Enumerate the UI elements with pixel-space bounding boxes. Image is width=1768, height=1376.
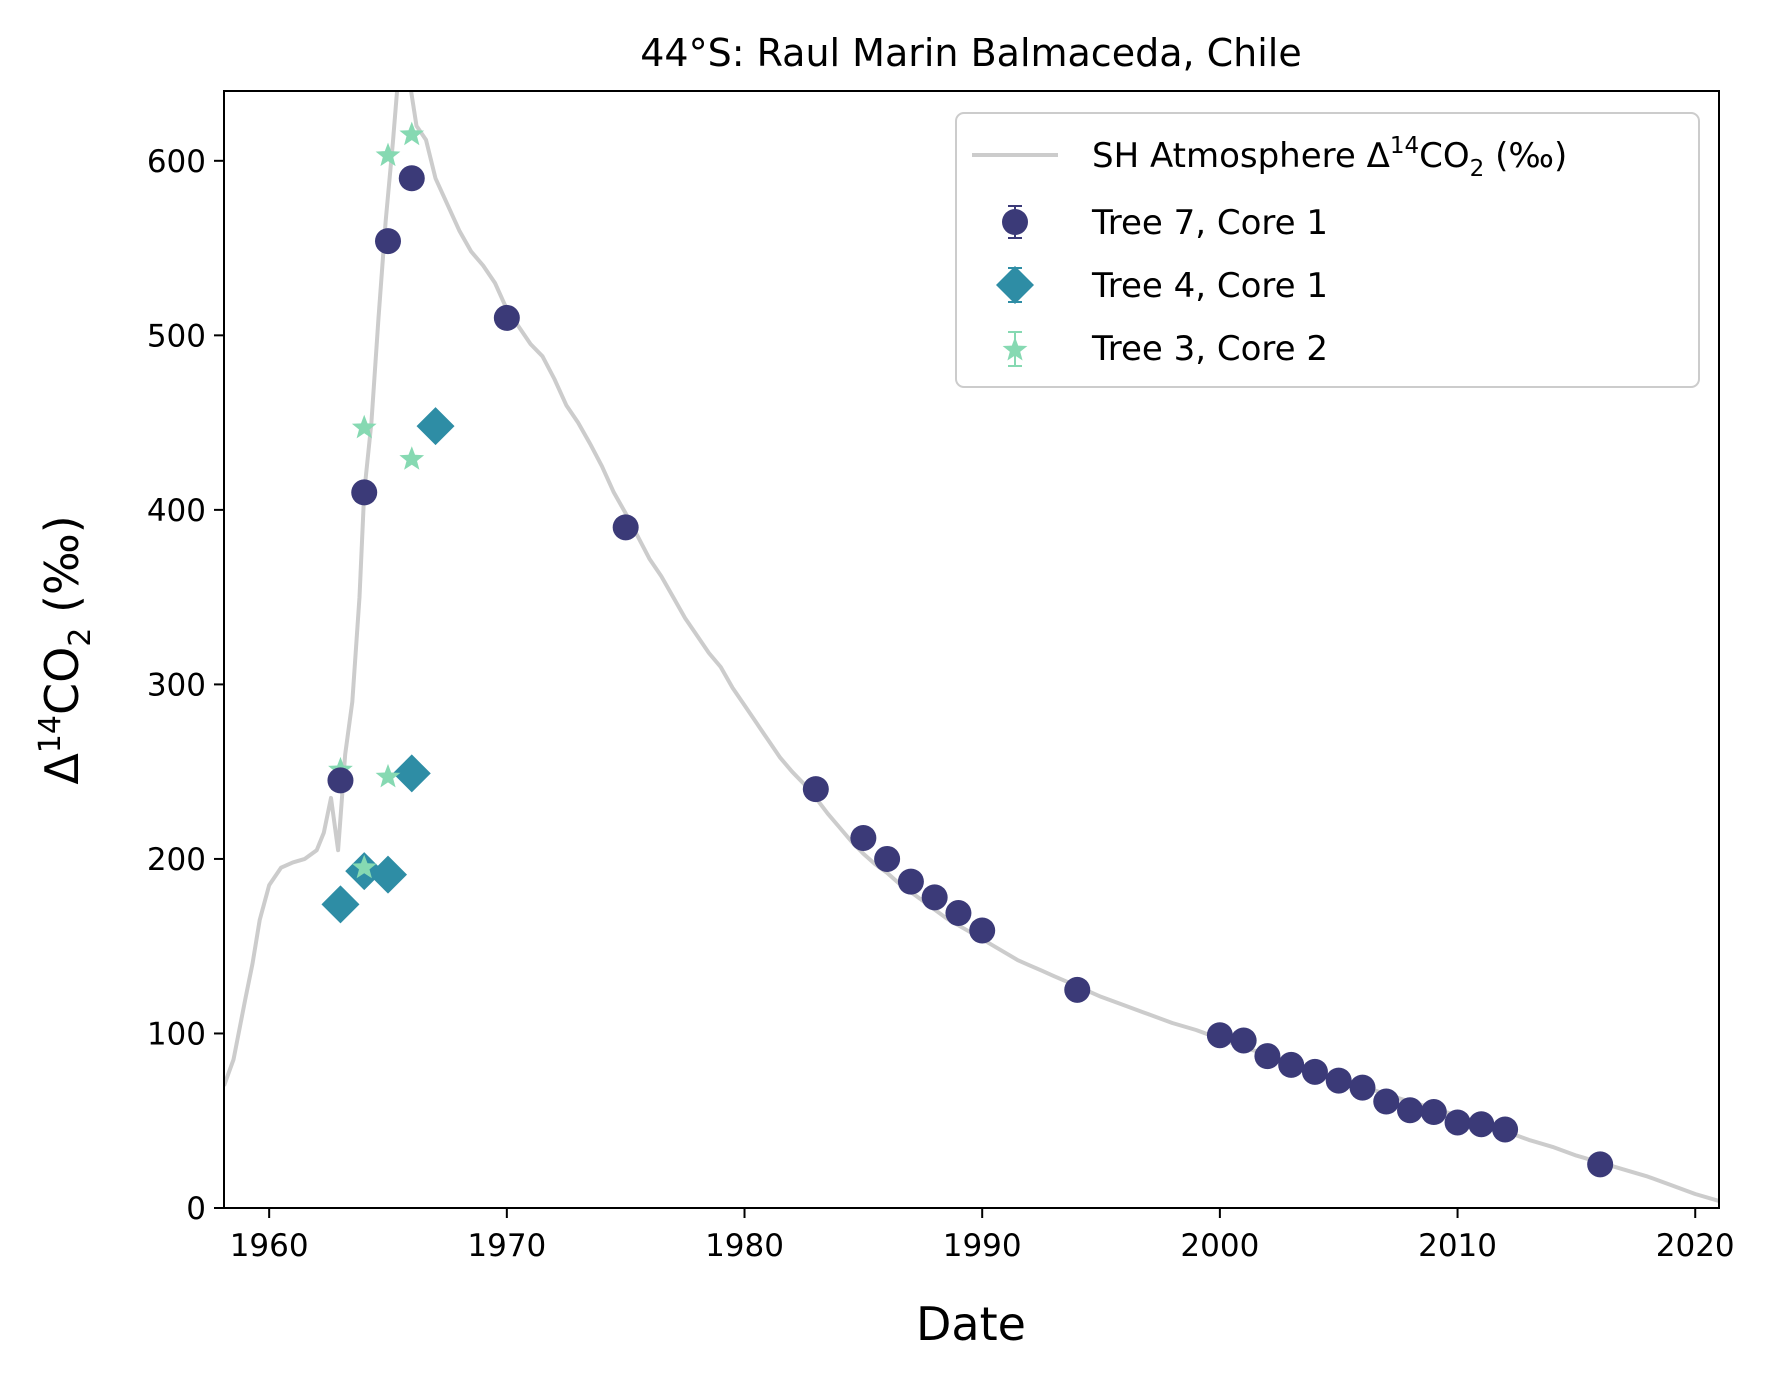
y-tick-label: 300 bbox=[147, 667, 206, 703]
data-points-group bbox=[321, 121, 1614, 1178]
point-circle bbox=[1420, 1099, 1447, 1126]
y-tick-label: 200 bbox=[147, 842, 206, 878]
point-circle bbox=[1230, 1027, 1257, 1054]
legend-tree4-label: Tree 4, Core 1 bbox=[1091, 266, 1328, 306]
point-star bbox=[399, 121, 425, 146]
legend-tree4-marker bbox=[996, 266, 1034, 304]
point-star bbox=[375, 142, 401, 167]
point-circle bbox=[897, 868, 924, 895]
x-axis: 1960 1970 1980 1990 2000 2010 2020 bbox=[230, 1208, 1735, 1264]
legend-tree3-label: Tree 3, Core 2 bbox=[1091, 329, 1328, 369]
legend-tree7-label: Tree 7, Core 1 bbox=[1091, 203, 1328, 243]
point-circle bbox=[351, 479, 378, 506]
point-circle bbox=[1349, 1074, 1376, 1101]
point-circle bbox=[1468, 1111, 1495, 1138]
x-tick-label: 1980 bbox=[705, 1228, 784, 1264]
x-axis-title: Date bbox=[916, 1297, 1026, 1351]
y-axis-title-sub: 2 bbox=[63, 628, 98, 647]
x-tick-label: 2000 bbox=[1180, 1228, 1259, 1264]
point-circle bbox=[327, 767, 354, 794]
point-circle bbox=[1301, 1058, 1328, 1085]
point-star bbox=[351, 414, 377, 439]
point-circle bbox=[493, 304, 520, 331]
y-tick-label: 600 bbox=[147, 144, 206, 180]
legend-tree3-marker bbox=[1002, 337, 1028, 361]
point-circle bbox=[1206, 1022, 1233, 1049]
point-circle bbox=[802, 776, 829, 803]
legend-tree3-swatch bbox=[1002, 331, 1028, 367]
legend-tree7-swatch bbox=[1002, 205, 1028, 239]
point-circle bbox=[874, 845, 901, 872]
point-diamond bbox=[321, 885, 360, 924]
legend-atmosphere-sub: 2 bbox=[1470, 156, 1485, 182]
point-star bbox=[375, 763, 401, 788]
x-tick-label: 2020 bbox=[1656, 1228, 1735, 1264]
point-circle bbox=[1492, 1116, 1519, 1143]
y-axis: 0 100 200 300 400 500 600 bbox=[147, 144, 224, 1227]
point-circle bbox=[374, 228, 401, 255]
point-circle bbox=[969, 917, 996, 944]
point-circle bbox=[1587, 1151, 1614, 1178]
point-circle bbox=[1325, 1067, 1352, 1094]
legend-tree4-swatch bbox=[996, 266, 1034, 304]
point-diamond bbox=[416, 407, 455, 446]
point-circle bbox=[612, 514, 639, 541]
legend-tree7-marker bbox=[1002, 209, 1028, 235]
point-circle bbox=[1064, 976, 1091, 1003]
legend-atmosphere-sup: 14 bbox=[1390, 133, 1419, 159]
point-circle bbox=[1397, 1097, 1424, 1124]
y-tick-label: 400 bbox=[147, 493, 206, 529]
x-tick-label: 1970 bbox=[467, 1228, 546, 1264]
x-tick-label: 2010 bbox=[1418, 1228, 1497, 1264]
point-circle bbox=[1444, 1109, 1471, 1136]
point-circle bbox=[1254, 1043, 1281, 1070]
point-circle bbox=[1373, 1088, 1400, 1115]
legend-atmosphere-suffix: (‰) bbox=[1484, 136, 1567, 176]
legend-atmosphere-prefix: SH Atmosphere Δ bbox=[1092, 136, 1390, 176]
x-tick-label: 1960 bbox=[230, 1228, 309, 1264]
y-tick-label: 100 bbox=[147, 1016, 206, 1052]
y-axis-title-delta: Δ bbox=[35, 753, 89, 785]
y-axis-title: Δ14CO2 (‰) bbox=[33, 515, 98, 784]
plot-frame bbox=[223, 90, 1720, 1209]
y-axis-title-sup: 14 bbox=[33, 715, 68, 753]
x-tick-label: 1990 bbox=[943, 1228, 1022, 1264]
y-axis-title-suffix: (‰) bbox=[35, 515, 89, 627]
point-circle bbox=[398, 165, 425, 192]
point-circle bbox=[1278, 1051, 1305, 1078]
legend: SH Atmosphere Δ14CO2 (‰) Tree 7, Core 1 … bbox=[955, 112, 1700, 388]
point-star bbox=[399, 446, 425, 470]
legend-box bbox=[955, 112, 1700, 388]
point-diamond bbox=[368, 855, 407, 894]
point-star bbox=[351, 854, 377, 879]
y-axis-title-co: CO bbox=[35, 647, 89, 715]
y-tick-label: 0 bbox=[186, 1191, 206, 1227]
legend-atmosphere-label: SH Atmosphere Δ14CO2 (‰) bbox=[1092, 133, 1567, 182]
point-circle bbox=[850, 824, 877, 851]
y-tick-label: 500 bbox=[147, 318, 206, 354]
point-circle bbox=[921, 884, 948, 911]
legend-atmosphere-co: CO bbox=[1419, 136, 1470, 176]
chart-title: 44°S: Raul Marin Balmaceda, Chile bbox=[640, 31, 1302, 75]
point-circle bbox=[945, 900, 972, 927]
point-diamond bbox=[392, 754, 431, 793]
